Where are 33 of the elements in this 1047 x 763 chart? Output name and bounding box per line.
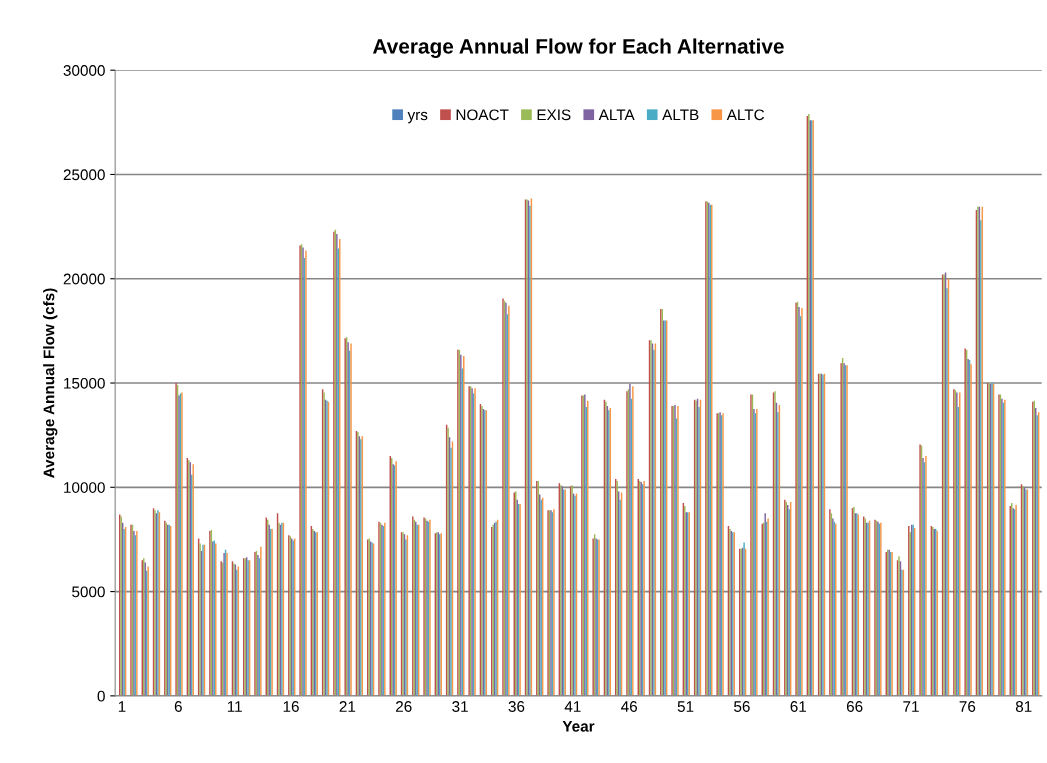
x-tick-label: 66 [846, 701, 863, 712]
legend-label: ALTB [662, 109, 699, 121]
legend-label: ALTC [726, 109, 765, 121]
legend-label: ALTA [598, 109, 635, 121]
y-tick-label: 20000 [63, 273, 105, 285]
x-tick-label: 76 [959, 701, 976, 712]
x-tick-label: 21 [339, 701, 356, 712]
x-tick-label: 36 [508, 701, 525, 712]
legend-label: EXIS [537, 109, 571, 121]
x-tick-label: 26 [396, 701, 412, 712]
y-tick-label: 10000 [64, 482, 105, 493]
x-tick-label: 61 [790, 701, 807, 712]
x-tick-label: 6 [174, 701, 182, 712]
x-tick-label: 46 [621, 701, 638, 712]
x-tick-label: 81 [1015, 701, 1032, 712]
y-tick-label: 30000 [63, 65, 105, 76]
x-tick-label: 51 [677, 701, 694, 712]
legend-label: NOACT [456, 109, 509, 121]
x-tick-label: 11 [227, 701, 242, 712]
x-tick-label: 16 [283, 701, 299, 712]
y-tick-label: 25000 [63, 169, 105, 181]
x-tick-label: 71 [903, 701, 919, 712]
chart-title: Average Annual Flow for Each Alternative [372, 38, 784, 58]
y-tick-label: 0 [97, 690, 105, 702]
x-tick-label: 56 [734, 701, 750, 712]
y-tick-label: 15000 [64, 377, 105, 389]
x-tick-label: 41 [564, 701, 581, 712]
y-tick-label: 5000 [72, 586, 105, 598]
y-axis-title: Average Annual Flow (cfs) [43, 288, 58, 478]
legend-label: yrs [407, 111, 428, 124]
x-tick-label: 1 [118, 701, 126, 712]
x-axis-title: Year [562, 721, 595, 732]
x-tick-label: 31 [452, 701, 468, 712]
